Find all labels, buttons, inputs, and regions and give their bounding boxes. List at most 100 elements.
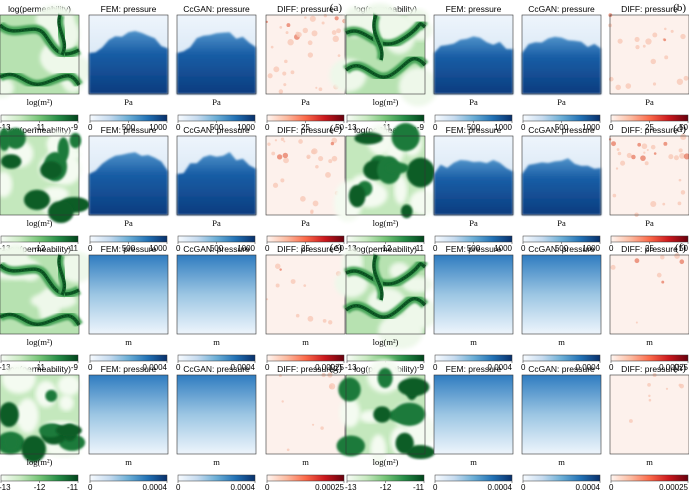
diff-field-image xyxy=(266,255,345,334)
perm-field-image xyxy=(0,364,86,463)
colorbar xyxy=(89,114,168,122)
unit-label: Pa xyxy=(469,97,478,107)
subplot-press: CcGAN: pressure m 0 0.0004 xyxy=(521,364,602,492)
subplot-title: log(permeability) xyxy=(354,244,417,254)
colorbar-tick-label: 500 xyxy=(467,123,481,132)
subplot-title: DIFF: pressure xyxy=(277,364,334,374)
colorbar-tick-label: 500 xyxy=(555,244,569,253)
colorbar-tick-label: 0.0004 xyxy=(143,363,168,372)
subplot-diff: DIFF: pressure Pa 0 25 50 xyxy=(608,4,689,132)
subplot-press: CcGAN: pressure m 0 0.0004 xyxy=(521,244,602,372)
press-field-image xyxy=(177,375,256,454)
subplot-diff: DIFF: pressure m 0 0.00025 xyxy=(609,364,689,492)
subplot-title: CcGAN: pressure xyxy=(183,125,250,135)
colorbar-tick-label: -9 xyxy=(71,363,79,372)
colorbar-tick-label: 1000 xyxy=(494,244,512,253)
colorbar xyxy=(346,235,425,243)
colorbar-tick-label: -11 xyxy=(413,483,425,492)
colorbar-tick-label: -11 xyxy=(34,123,46,132)
colorbar-tick-label: 1000 xyxy=(582,123,600,132)
colorbar-tick-label: 1000 xyxy=(237,244,255,253)
unit-label: log(m²) xyxy=(27,457,53,467)
colorbar xyxy=(266,474,345,482)
press-field-image xyxy=(434,375,513,454)
subplot-title: log(permeability) xyxy=(8,4,71,14)
colorbar-tick-label: -13 xyxy=(0,123,11,132)
unit-label: Pa xyxy=(645,97,654,107)
colorbar-tick-label: -13 xyxy=(0,363,11,372)
colorbar-tick-label: 0.00025 xyxy=(659,483,688,492)
colorbar xyxy=(346,114,425,122)
colorbar-tick-label: 0 xyxy=(521,123,526,132)
press-field-image xyxy=(522,255,601,334)
panel-letter: (h) xyxy=(673,362,686,374)
subplot-title: log(permeability) xyxy=(8,244,71,254)
unit-label: Pa xyxy=(124,97,133,107)
unit-label: m xyxy=(125,457,132,467)
subplot-title: log(permeability) xyxy=(8,125,71,135)
unit-label: m xyxy=(558,337,565,347)
colorbar-tick-label: 0.0004 xyxy=(576,363,601,372)
colorbar-tick-label: -11 xyxy=(34,363,46,372)
colorbar-tick-label: 25 xyxy=(301,123,310,132)
subplot-title: FEM: pressure xyxy=(101,4,157,14)
panel-letter: (e) xyxy=(330,242,343,254)
perm-field-image xyxy=(334,247,439,350)
subplot-press: CcGAN: pressure m 0 0.0004 xyxy=(176,364,257,492)
colorbar-tick-label: 0 xyxy=(265,244,270,253)
colorbar-tick-label: 1000 xyxy=(582,244,600,253)
subplot-press: FEM: pressure Pa 0 500 1000 xyxy=(88,125,169,253)
colorbar-tick-label: -13 xyxy=(345,123,357,132)
diff-field-image xyxy=(608,13,689,94)
colorbar-tick-label: 0 xyxy=(433,483,438,492)
unit-label: Pa xyxy=(469,218,478,228)
press-field-image xyxy=(522,136,601,215)
perm-field-image xyxy=(0,127,90,224)
subplot-diff: DIFF: pressure m 0 0.00025 xyxy=(265,244,346,372)
colorbar-tick-label: 0 xyxy=(176,363,181,372)
subplot-diff: DIFF: pressure m 0 0.00025 xyxy=(265,364,346,492)
colorbar-tick-label: 50 xyxy=(335,244,344,253)
colorbar-tick-label: 1000 xyxy=(494,123,512,132)
colorbar-tick-label: 0.0004 xyxy=(231,483,256,492)
colorbar-tick-label: 50 xyxy=(335,123,344,132)
colorbar-tick-label: 500 xyxy=(122,123,136,132)
press-field-image xyxy=(89,375,168,454)
subplot-diff: DIFF: pressure Pa 0 25 50 xyxy=(265,125,346,253)
colorbar-tick-label: -11 xyxy=(413,244,425,253)
subplot-title: CcGAN: pressure xyxy=(183,4,250,14)
colorbar-tick-label: 0 xyxy=(521,483,526,492)
colorbar xyxy=(610,474,689,482)
colorbar-tick-label: -11 xyxy=(67,483,79,492)
colorbar-tick-label: 50 xyxy=(679,244,688,253)
subplot-diff: DIFF: pressure m 0 0.00025 xyxy=(609,244,689,372)
subplot-title: CcGAN: pressure xyxy=(528,125,595,135)
perm-field-image xyxy=(329,3,438,107)
press-field-image xyxy=(89,15,168,94)
colorbar-tick-label: 25 xyxy=(645,244,654,253)
unit-label: Pa xyxy=(557,97,566,107)
colorbar-tick-label: 0.00025 xyxy=(315,483,344,492)
subplot-title: CcGAN: pressure xyxy=(183,364,250,374)
diff-field-image xyxy=(610,373,689,454)
unit-label: m xyxy=(646,337,653,347)
subplot-press: FEM: pressure Pa 0 500 1000 xyxy=(88,4,169,132)
subplot-title: FEM: pressure xyxy=(446,125,502,135)
unit-label: m xyxy=(470,457,477,467)
subplot-press: FEM: pressure Pa 0 500 1000 xyxy=(433,4,514,132)
colorbar-tick-label: 0 xyxy=(176,483,181,492)
subplot-title: FEM: pressure xyxy=(101,364,157,374)
colorbar xyxy=(89,474,168,482)
colorbar xyxy=(266,114,345,122)
colorbar-tick-label: 0 xyxy=(609,123,614,132)
colorbar-tick-label: 0 xyxy=(609,244,614,253)
unit-label: Pa xyxy=(212,218,221,228)
unit-label: log(m²) xyxy=(27,218,53,228)
subplot-title: DIFF: pressure xyxy=(277,4,334,14)
unit-label: log(m²) xyxy=(27,337,53,347)
subplot-press: FEM: pressure m 0 0.0004 xyxy=(88,364,169,492)
unit-label: Pa xyxy=(124,218,133,228)
colorbar-tick-label: 0 xyxy=(265,363,270,372)
